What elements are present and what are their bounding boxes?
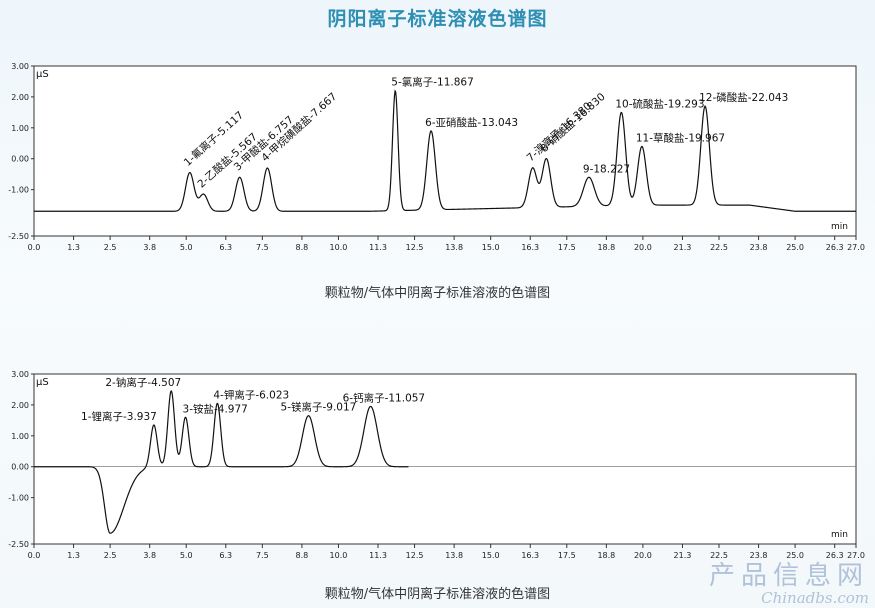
x-tick-label: 2.5 (104, 551, 117, 560)
x-tick-label: 6.3 (219, 243, 232, 252)
chart-caption-anion: 颗粒物/气体中阴离子标准溶液的色谱图 (324, 286, 551, 301)
x-tick-label: 18.8 (597, 551, 615, 560)
peak-label: 10-硫酸盐-19.293 (615, 97, 704, 110)
x-tick-label: 15.0 (482, 551, 500, 560)
x-tick-label: 23.8 (750, 551, 768, 560)
x-tick-label: 21.3 (674, 243, 692, 252)
x-tick-label: 23.8 (750, 243, 768, 252)
watermark: 产品信息网 Chinadbs.com (709, 562, 869, 606)
x-tick-label: 8.8 (296, 551, 309, 560)
peak-label: 5-氯离子-11.867 (391, 76, 474, 89)
x-tick-label: 6.3 (219, 551, 232, 560)
peak-label: 6-亚硝酸盐-13.043 (425, 116, 518, 129)
peak-label: 11-草酸盐-19.967 (636, 131, 725, 144)
x-tick-label: 20.0 (634, 551, 652, 560)
x-axis-unit-label: min (831, 222, 848, 232)
y-ticks: 3.00 2.00 1.00 0.00 -1.00 -2.50 (8, 370, 34, 549)
x-tick-label: 26.3 (826, 551, 844, 560)
x-tick-label: 26.3 (826, 243, 844, 252)
x-tick-label: 11.3 (369, 551, 387, 560)
x-tick-label: 22.5 (710, 551, 728, 560)
page-title: 阴阳离子标准溶液色谱图 (327, 8, 548, 30)
y-tick-label: 0.00 (11, 155, 29, 164)
x-tick-label: 15.0 (482, 243, 500, 252)
cation-chromatogram: µS min 3.00 2.00 1.00 0.00 -1.00 -2.50 0.0 1.3… (8, 370, 865, 560)
chromatogram-trace (34, 89, 856, 212)
peak-label: 1-锂离子-3.937 (81, 410, 157, 423)
peak-label: 2-钠离子-4.507 (105, 376, 181, 389)
x-tick-label: 8.8 (296, 243, 309, 252)
x-tick-label: 22.5 (710, 243, 728, 252)
peak-labels: 1-锂离子-3.937 2-钠离子-4.5073-铵盐-4.9774-钾离子-6.… (81, 376, 425, 423)
peak-label: 6-钙离子-11.057 (343, 391, 426, 404)
anion-chromatogram: µS min 3.00 2.00 1.00 0.00 -1.00 -2.50 0.0 1.3… (8, 62, 865, 252)
x-tick-label: 3.8 (143, 551, 156, 560)
peak-label: 3-铵盐-4.977 (183, 402, 248, 415)
peak-label: 12-磷酸盐-22.043 (699, 91, 788, 104)
watermark-cn: 产品信息网 (708, 561, 869, 591)
y-tick-label: -1.00 (8, 494, 29, 503)
peak-label: 9-18.227 (583, 163, 630, 175)
x-tick-label: 1.3 (67, 551, 80, 560)
x-tick-label: 12.5 (406, 551, 424, 560)
peak-label: 5-镁离子-9.017 (281, 401, 357, 414)
y-tick-label: 1.00 (11, 432, 29, 441)
x-tick-label: 2.5 (104, 243, 117, 252)
x-tick-label: 17.5 (558, 243, 576, 252)
x-tick-label: 10.0 (330, 243, 348, 252)
x-tick-label: 21.3 (674, 551, 692, 560)
y-tick-label: 3.00 (11, 370, 29, 379)
chart-caption-cation: 颗粒物/气体中阴离子标准溶液的色谱图 (324, 587, 551, 602)
y-tick-label: 0.00 (11, 463, 29, 472)
x-tick-label: 25.0 (786, 243, 804, 252)
x-tick-label: 27.0 (847, 551, 865, 560)
x-tick-label: 5.0 (180, 243, 193, 252)
y-tick-label: 3.00 (11, 62, 29, 71)
x-tick-label: 16.3 (521, 551, 539, 560)
x-tick-label: 13.8 (445, 551, 463, 560)
x-tick-label: 20.0 (634, 243, 652, 252)
x-ticks: 0.0 1.3 2.5 3.8 5.0 6.3 7.5 8.8 10.0 11.3 12.5 13.8… (28, 544, 865, 560)
y-ticks: 3.00 2.00 1.00 0.00 -1.00 -2.50 (8, 62, 34, 241)
y-tick-label: 2.00 (11, 401, 29, 410)
x-tick-label: 12.5 (406, 243, 424, 252)
x-tick-label: 3.8 (143, 243, 156, 252)
y-tick-label: -2.50 (8, 540, 29, 549)
chromatogram-trace (34, 390, 409, 534)
x-tick-label: 7.5 (256, 243, 269, 252)
peak-label: 4-钾离子-6.023 (213, 388, 289, 401)
x-tick-label: 13.8 (445, 243, 463, 252)
x-axis-unit-label: min (831, 530, 848, 540)
watermark-en: Chinadbs.com (761, 589, 869, 607)
y-tick-label: 1.00 (11, 124, 29, 133)
x-tick-label: 7.5 (256, 551, 269, 560)
x-tick-label: 16.3 (521, 243, 539, 252)
x-tick-label: 5.0 (180, 551, 193, 560)
x-tick-label: 11.3 (369, 243, 387, 252)
x-tick-label: 0.0 (28, 551, 41, 560)
x-tick-label: 17.5 (558, 551, 576, 560)
x-tick-label: 27.0 (847, 243, 865, 252)
x-tick-label: 18.8 (597, 243, 615, 252)
x-tick-label: 1.3 (67, 243, 80, 252)
y-axis-unit-label: µS (36, 377, 49, 388)
y-tick-label: -2.50 (8, 232, 29, 241)
x-ticks: 0.0 1.3 2.5 3.8 5.0 6.3 7.5 8.8 10.0 11.3 12.5 13.8… (28, 236, 865, 252)
x-tick-label: 10.0 (330, 551, 348, 560)
y-tick-label: 2.00 (11, 93, 29, 102)
y-axis-unit-label: µS (36, 69, 49, 80)
x-tick-label: 25.0 (786, 551, 804, 560)
x-tick-label: 0.0 (28, 243, 41, 252)
y-tick-label: -1.00 (8, 186, 29, 195)
plot-frame (33, 373, 857, 545)
plot-frame (33, 65, 857, 237)
